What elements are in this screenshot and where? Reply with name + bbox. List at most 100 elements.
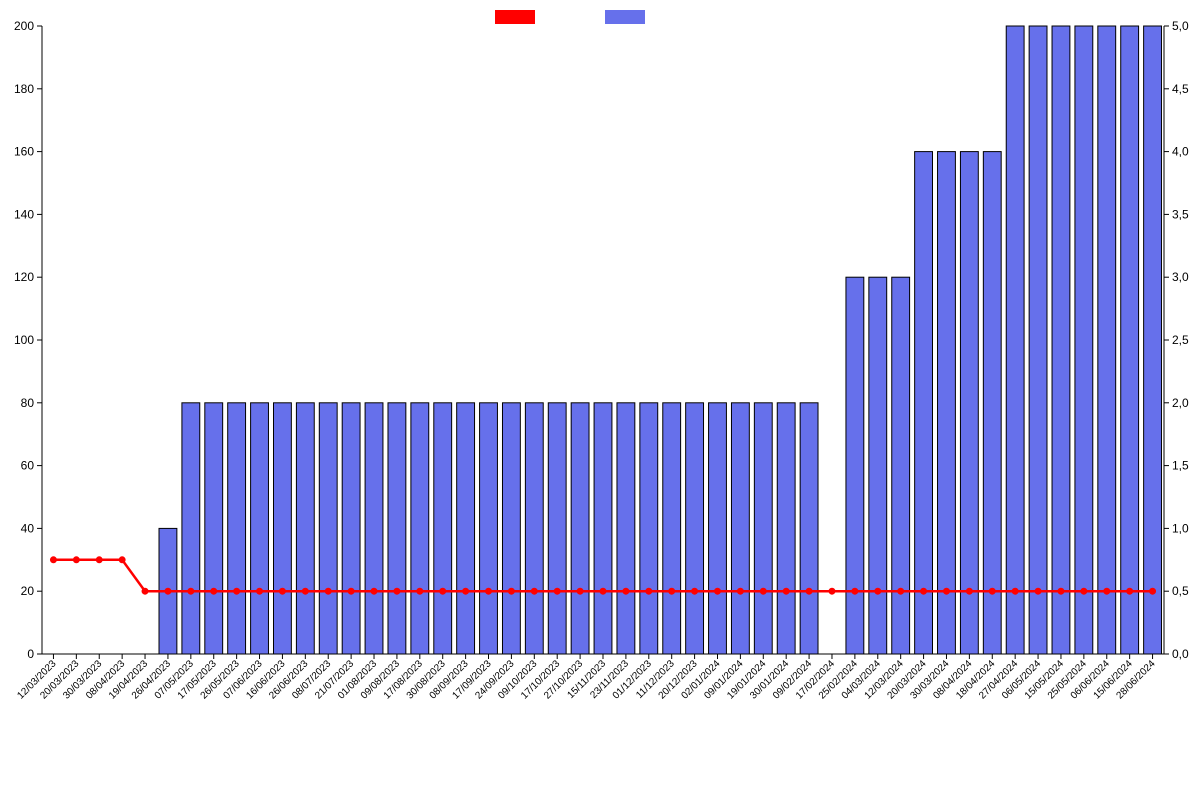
y-left-label: 100 <box>14 333 34 347</box>
y-left-label: 0 <box>27 647 34 661</box>
bar <box>1006 26 1024 654</box>
y-right-label: 2,5 <box>1172 333 1189 347</box>
line-marker <box>1058 588 1064 594</box>
line-marker <box>852 588 858 594</box>
y-left-label: 120 <box>14 270 34 284</box>
line-marker <box>989 588 995 594</box>
bar <box>296 403 314 654</box>
bar <box>960 152 978 654</box>
bar <box>228 403 246 654</box>
bar <box>800 403 818 654</box>
line-marker <box>73 557 79 563</box>
bar <box>754 403 772 654</box>
y-right-label: 1,0 <box>1172 521 1189 535</box>
line-marker <box>119 557 125 563</box>
line-marker <box>1012 588 1018 594</box>
y-right-label: 2,0 <box>1172 396 1189 410</box>
line-marker <box>623 588 629 594</box>
bar <box>915 152 933 654</box>
line-marker <box>371 588 377 594</box>
line-marker <box>829 588 835 594</box>
y-right-label: 4,5 <box>1172 82 1189 96</box>
bar <box>640 403 658 654</box>
line-marker <box>554 588 560 594</box>
line-marker <box>783 588 789 594</box>
bar <box>1144 26 1162 654</box>
line-marker <box>1104 588 1110 594</box>
line-marker <box>600 588 606 594</box>
y-right-label: 0,0 <box>1172 647 1189 661</box>
bar <box>731 403 749 654</box>
bar <box>251 403 269 654</box>
bar <box>273 403 291 654</box>
bar <box>892 277 910 654</box>
bar <box>1075 26 1093 654</box>
y-right-label: 1,5 <box>1172 459 1189 473</box>
y-right-label: 3,0 <box>1172 270 1189 284</box>
line-marker <box>531 588 537 594</box>
line-marker <box>165 588 171 594</box>
line-marker <box>211 588 217 594</box>
line-marker <box>50 557 56 563</box>
bar <box>205 403 223 654</box>
line-marker <box>440 588 446 594</box>
bar <box>1121 26 1139 654</box>
line-marker <box>279 588 285 594</box>
y-right-label: 4,0 <box>1172 145 1189 159</box>
line-marker <box>142 588 148 594</box>
bar <box>709 403 727 654</box>
y-left-label: 160 <box>14 145 34 159</box>
bar <box>480 403 498 654</box>
line-marker <box>348 588 354 594</box>
y-left-label: 180 <box>14 82 34 96</box>
line-marker <box>486 588 492 594</box>
line-marker <box>463 588 469 594</box>
line-marker <box>921 588 927 594</box>
legend-swatch-bar <box>605 10 645 24</box>
bar <box>388 403 406 654</box>
line-marker <box>1150 588 1156 594</box>
line-marker <box>417 588 423 594</box>
bar <box>617 403 635 654</box>
chart-svg: 0204060801001201401601802000,00,51,01,52… <box>0 0 1200 800</box>
line-marker <box>760 588 766 594</box>
line-marker <box>1127 588 1133 594</box>
line-marker <box>234 588 240 594</box>
bar <box>502 403 520 654</box>
line-marker <box>394 588 400 594</box>
bar <box>777 403 795 654</box>
bar <box>571 403 589 654</box>
bar <box>1052 26 1070 654</box>
line-marker <box>692 588 698 594</box>
line-marker <box>943 588 949 594</box>
line-marker <box>1035 588 1041 594</box>
line-marker <box>302 588 308 594</box>
line-marker <box>646 588 652 594</box>
bar <box>365 403 383 654</box>
line-marker <box>96 557 102 563</box>
bar <box>983 152 1001 654</box>
y-left-label: 60 <box>21 459 35 473</box>
y-left-label: 200 <box>14 19 34 33</box>
y-right-label: 0,5 <box>1172 584 1189 598</box>
bar <box>869 277 887 654</box>
chart-container: 0204060801001201401601802000,00,51,01,52… <box>0 0 1200 800</box>
bar <box>525 403 543 654</box>
bar <box>411 403 429 654</box>
line-marker <box>714 588 720 594</box>
bar <box>663 403 681 654</box>
bar <box>686 403 704 654</box>
line-marker <box>508 588 514 594</box>
bar <box>342 403 360 654</box>
bar <box>938 152 956 654</box>
bar <box>457 403 475 654</box>
line-marker <box>188 588 194 594</box>
line-marker <box>737 588 743 594</box>
y-left-label: 140 <box>14 207 34 221</box>
line-marker <box>966 588 972 594</box>
line-marker <box>577 588 583 594</box>
y-right-label: 5,0 <box>1172 19 1189 33</box>
legend-swatch-line <box>495 10 535 24</box>
line-marker <box>669 588 675 594</box>
line-marker <box>898 588 904 594</box>
